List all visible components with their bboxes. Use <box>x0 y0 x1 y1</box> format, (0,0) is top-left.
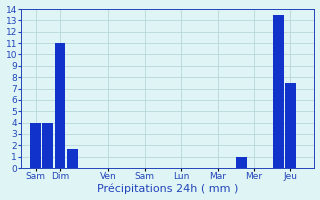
Bar <box>43 123 53 168</box>
Bar <box>236 157 247 168</box>
Bar <box>30 123 41 168</box>
Bar <box>285 83 296 168</box>
Bar <box>67 149 77 168</box>
Bar <box>273 15 284 168</box>
X-axis label: Précipitations 24h ( mm ): Précipitations 24h ( mm ) <box>97 184 238 194</box>
Bar <box>54 43 66 168</box>
